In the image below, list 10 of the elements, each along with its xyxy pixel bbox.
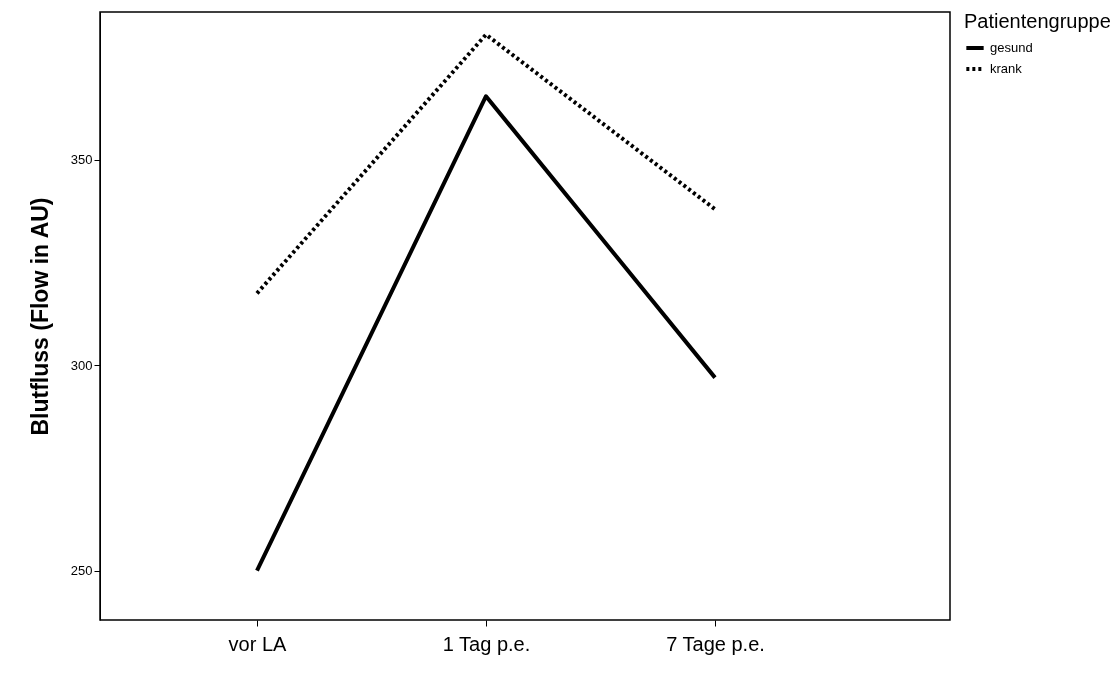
x-tick-label: vor LA — [228, 632, 288, 655]
x-tick-label: 1 Tag p.e. — [442, 632, 531, 655]
legend-label: krank — [990, 61, 1023, 76]
y-axis-title: Blutfluss (Flow in AU) — [26, 197, 53, 436]
y-tick-label: 350 — [70, 152, 93, 168]
legend-label: gesund — [990, 40, 1033, 55]
legend-title: Patientengruppe — [964, 10, 1110, 32]
x-tick-label: 7 Tage p.e. — [666, 632, 765, 655]
y-tick-label: 300 — [70, 357, 93, 373]
y-tick-label: 250 — [70, 563, 93, 579]
